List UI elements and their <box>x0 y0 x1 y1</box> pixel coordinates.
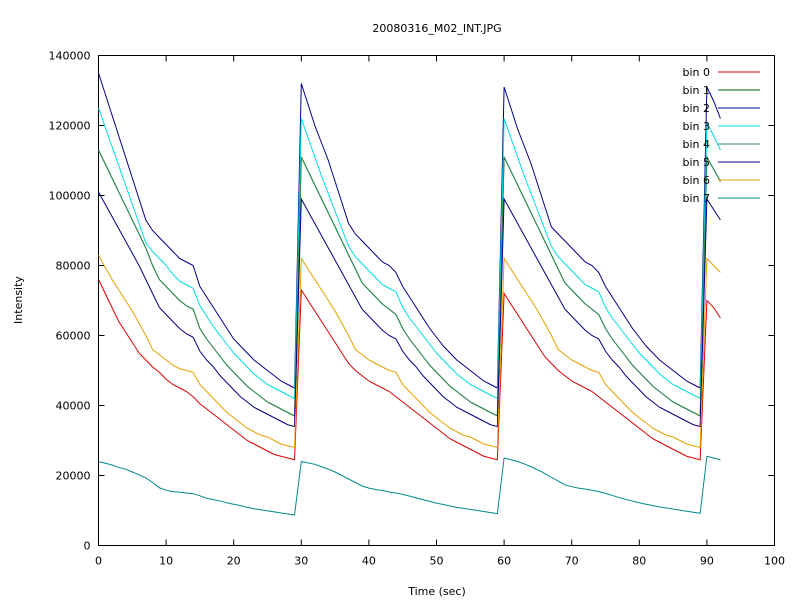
x-tick-label: 80 <box>632 555 646 568</box>
x-tick-label: 20 <box>227 555 241 568</box>
x-tick-label: 90 <box>700 555 714 568</box>
legend-label: bin 7 <box>682 192 710 205</box>
x-tick-label: 50 <box>430 555 444 568</box>
series-lines <box>98 72 721 516</box>
legend-label: bin 0 <box>682 66 710 79</box>
legend-label: bin 4 <box>682 138 710 151</box>
y-axis-label: Intensity <box>12 276 25 324</box>
legend-label: bin 1 <box>682 84 710 97</box>
y-tick-label: 60000 <box>56 330 91 343</box>
x-tick-label: 40 <box>362 555 376 568</box>
series-line-bin-0 <box>98 279 721 461</box>
x-tick-label: 100 <box>764 555 785 568</box>
y-tick-label: 20000 <box>56 470 91 483</box>
series-line-bin-1 <box>98 149 721 417</box>
y-tick-label: 80000 <box>56 260 91 273</box>
legend-label: bin 2 <box>682 102 710 115</box>
legend-label: bin 3 <box>682 120 710 133</box>
legend-label: bin 6 <box>682 174 710 187</box>
series-line-bin-2 <box>98 72 721 389</box>
x-tick-label: 0 <box>95 555 102 568</box>
x-tick-label: 70 <box>565 555 579 568</box>
series-line-bin-7 <box>98 455 721 516</box>
plot-frame <box>98 55 775 546</box>
series-line-bin-4 <box>98 149 721 417</box>
y-tick-label: 100000 <box>49 190 91 203</box>
y-tick-label: 140000 <box>49 50 91 63</box>
chart-title: 20080316_M02_INT.JPG <box>372 22 501 35</box>
y-tick-label: 0 <box>84 540 91 553</box>
y-tick-label: 40000 <box>56 400 91 413</box>
y-axis-label-group: Intensity <box>12 276 25 324</box>
series-line-bin-3 <box>98 107 721 400</box>
legend: bin 0 bin 1 bin 2 bin 3 bin 4 bin 5 bin 6 bin 7 <box>682 66 760 205</box>
x-tick-label: 10 <box>159 555 173 568</box>
x-tick-label: 30 <box>294 555 308 568</box>
x-tick-label: 60 <box>497 555 511 568</box>
axis-ticks: 0 10 20 30 40 50 60 70 80 90 100 0 20000 40000 60000 80… <box>49 50 786 568</box>
series-line-bin-6 <box>98 254 721 449</box>
x-axis-label: Time (sec) <box>407 585 466 598</box>
series-line-bin-5 <box>98 191 721 428</box>
legend-label: bin 5 <box>682 156 710 169</box>
y-tick-label: 120000 <box>49 120 91 133</box>
